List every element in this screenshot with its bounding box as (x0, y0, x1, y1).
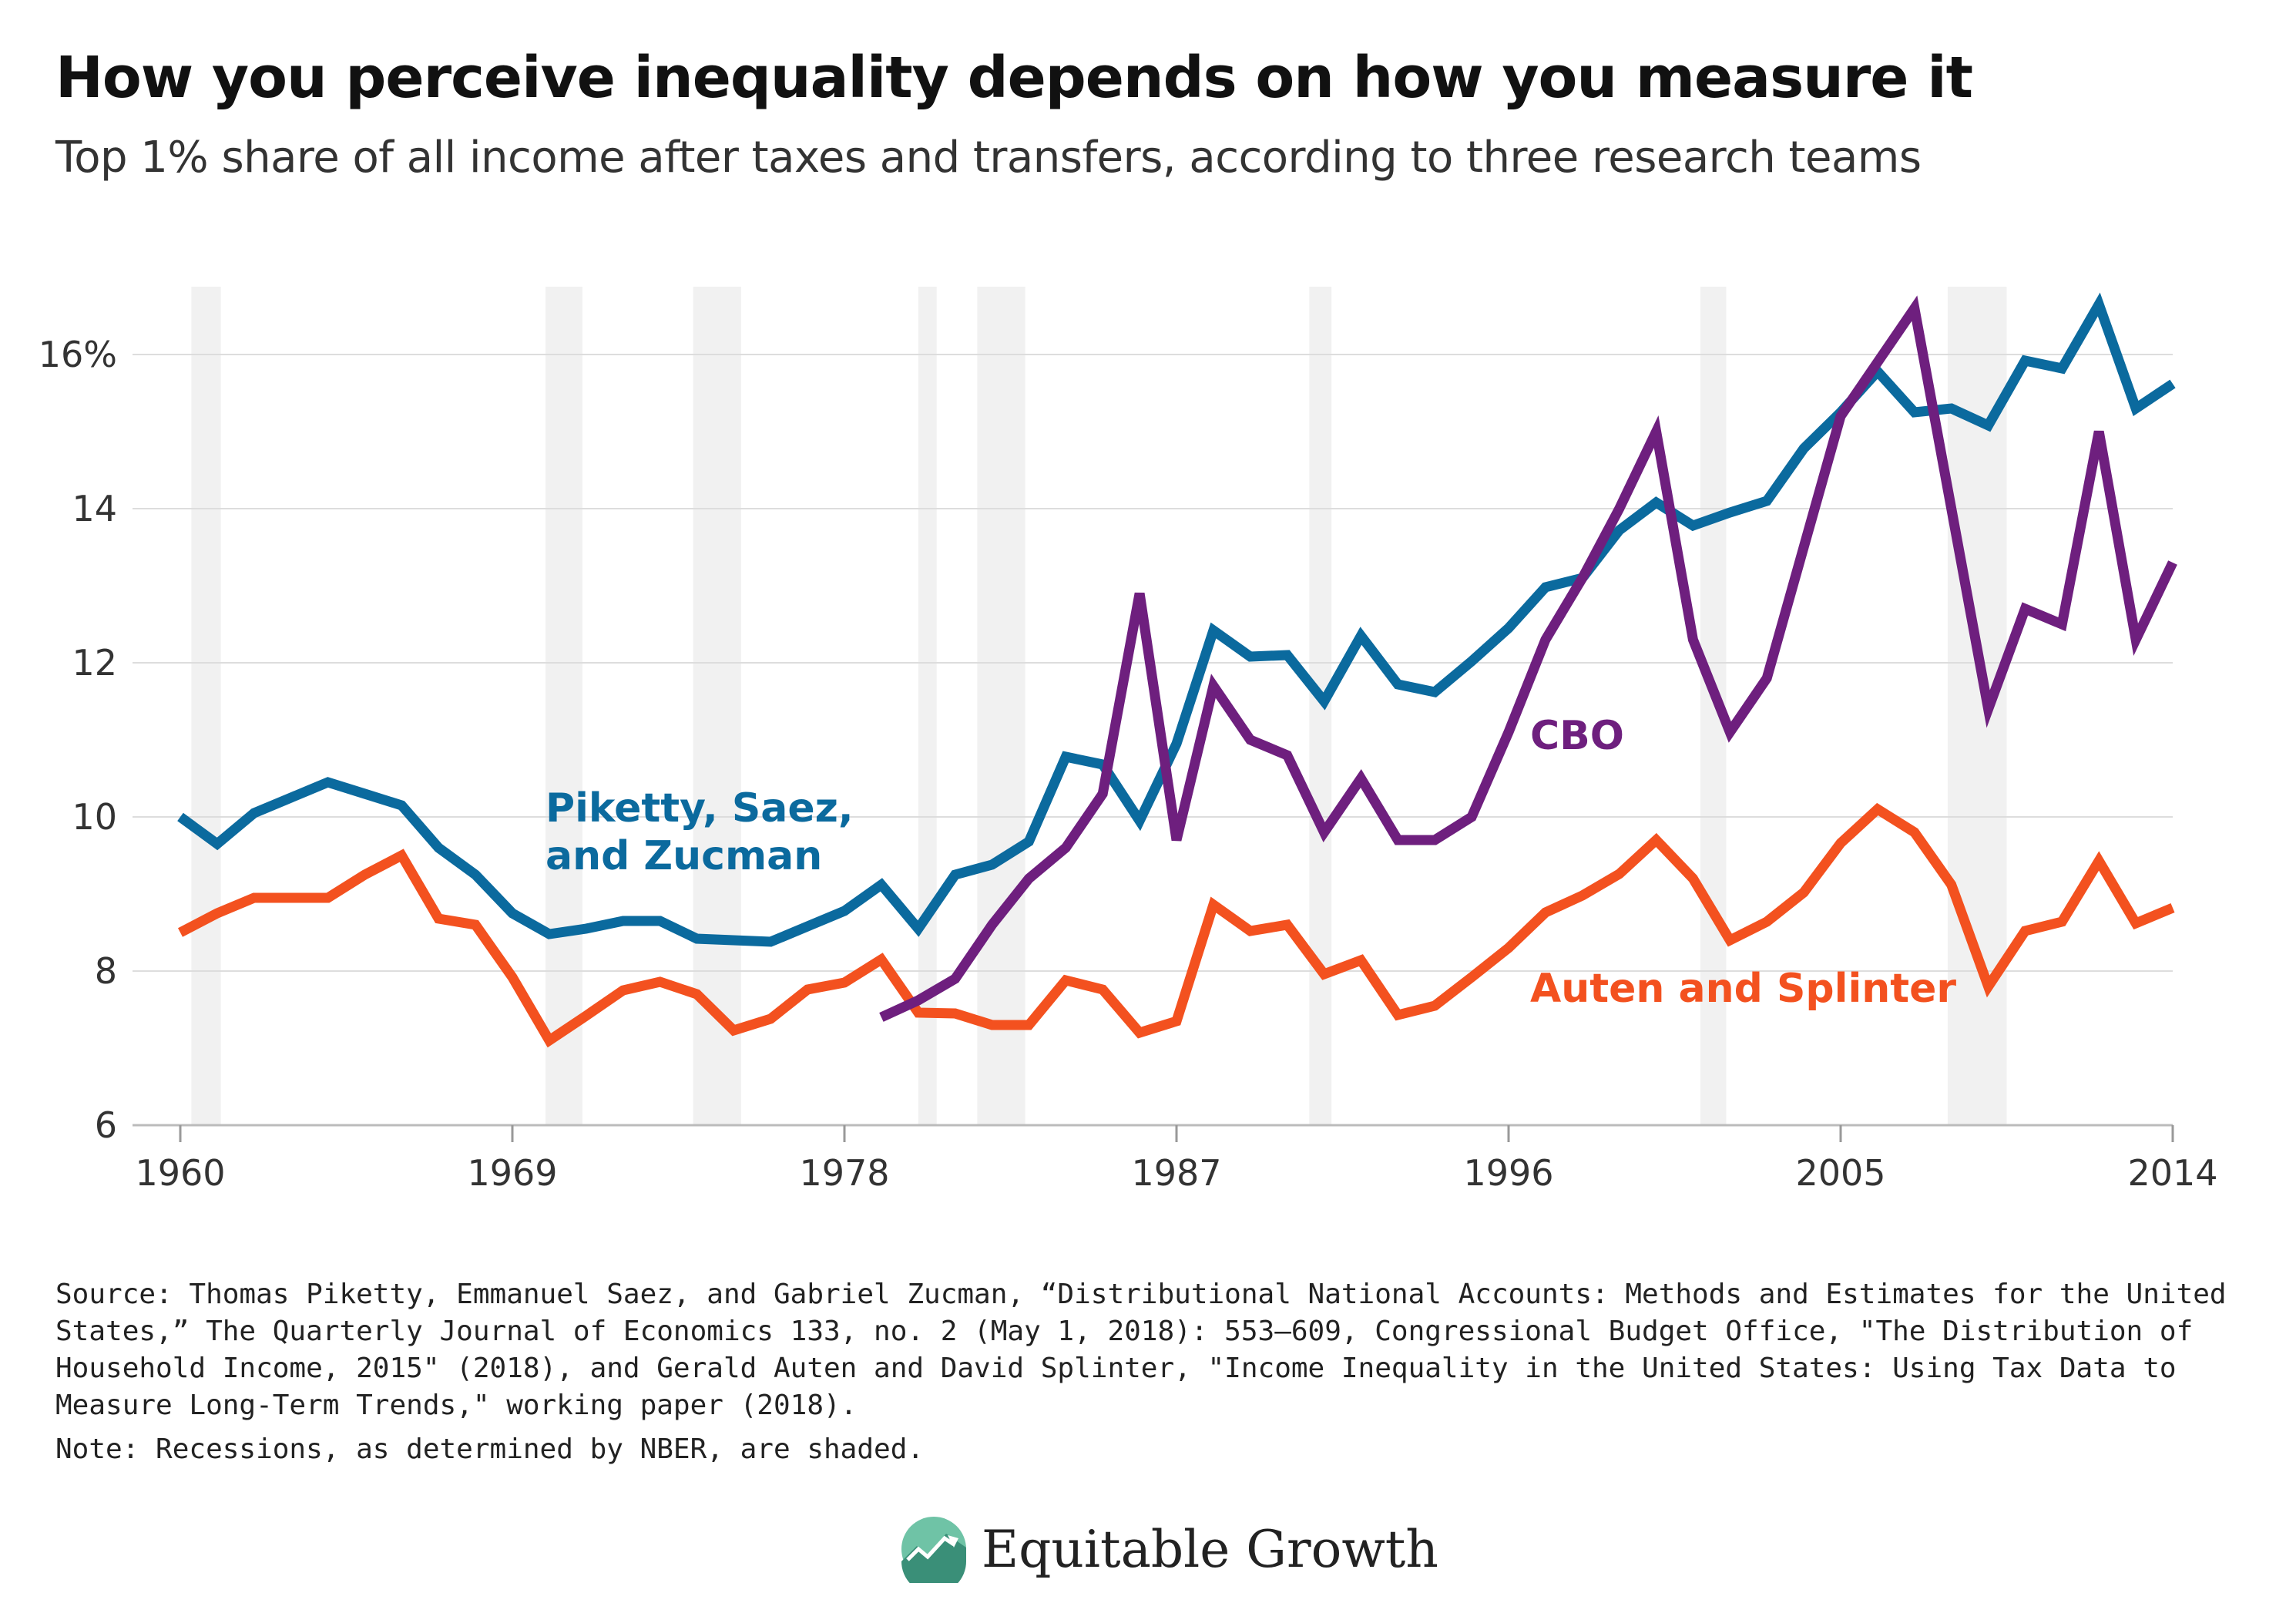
x-tick-label: 1969 (467, 1152, 557, 1194)
series-label: CBO (1530, 713, 1624, 759)
y-tick-label: 10 (72, 796, 117, 838)
recession-band (693, 287, 741, 1125)
series-line-cbo (879, 295, 2177, 1022)
y-tick-label: 12 (72, 642, 117, 684)
recession-band (1309, 287, 1332, 1125)
recession-note: Note: Recessions, as determined by NBER,… (55, 1433, 925, 1465)
x-tick-label: 2005 (1795, 1152, 1885, 1194)
rising-chart-logo-icon (901, 1517, 966, 1583)
y-tick-label: 6 (95, 1104, 117, 1146)
recession-band (1947, 287, 2007, 1125)
equitable-growth-logo: Equitable Growth (900, 1514, 1438, 1585)
series-labels: Piketty, Saez,and Zucman CBO Auten and Spl… (545, 713, 1956, 1012)
logo-text: Equitable Growth (982, 1519, 1438, 1579)
recession-band (545, 287, 582, 1125)
x-tick-label: 1960 (135, 1152, 225, 1194)
recession-band (977, 287, 1025, 1125)
series-line-auten-and-splinter (177, 802, 2175, 1048)
x-tick-label: 1996 (1463, 1152, 1553, 1194)
chart-subtitle: Top 1% share of all income after taxes a… (55, 133, 1922, 183)
series-line-piketty-saez-and-zucman (177, 292, 2176, 947)
x-tick-label: 1987 (1131, 1152, 1221, 1194)
x-axis: 1960 1969 1978 1987 1996 2005 2014 (135, 1125, 2218, 1194)
recession-band (191, 287, 221, 1125)
source-note: Source: Thomas Piketty, Emmanuel Saez, a… (55, 1279, 2227, 1421)
y-axis: 6 8 10 12 14 16% (39, 334, 117, 1146)
series-label: and Zucman (545, 833, 822, 879)
x-tick-label: 2014 (2127, 1152, 2217, 1194)
series-label: Piketty, Saez, (545, 785, 854, 832)
y-tick-label: 16% (39, 334, 117, 375)
recession-bands (191, 287, 2007, 1125)
chart-title: How you perceive inequality depends on h… (55, 45, 1973, 111)
y-tick-label: 14 (72, 488, 117, 529)
series-lines (177, 292, 2177, 1048)
x-tick-label: 1978 (799, 1152, 889, 1194)
series-label: Auten and Splinter (1530, 966, 1956, 1012)
y-tick-label: 8 (95, 950, 117, 992)
